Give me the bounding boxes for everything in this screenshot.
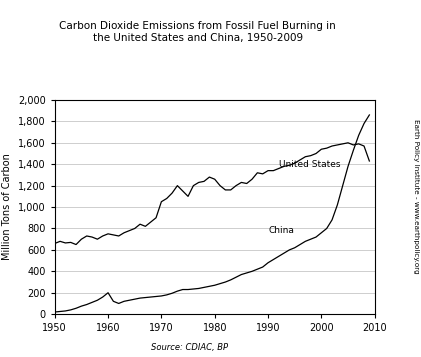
- Text: Carbon Dioxide Emissions from Fossil Fuel Burning in
the United States and China: Carbon Dioxide Emissions from Fossil Fue…: [59, 21, 336, 43]
- Text: Earth Policy Institute - www.earthpolicy.org: Earth Policy Institute - www.earthpolicy…: [413, 119, 419, 274]
- Text: China: China: [268, 226, 294, 235]
- Text: United States: United States: [279, 160, 340, 170]
- Text: Source: CDIAC, BP: Source: CDIAC, BP: [151, 343, 228, 352]
- Y-axis label: Million Tons of Carbon: Million Tons of Carbon: [3, 154, 12, 261]
